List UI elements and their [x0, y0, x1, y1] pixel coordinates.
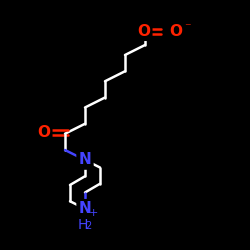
Text: O: O	[137, 24, 150, 39]
Text: O: O	[170, 24, 183, 39]
Text: +: +	[89, 208, 99, 218]
Text: H: H	[77, 218, 88, 232]
Text: N: N	[78, 152, 92, 168]
Text: N: N	[78, 201, 92, 216]
Text: 2: 2	[86, 221, 92, 231]
Text: ⁻: ⁻	[184, 21, 191, 34]
Text: O: O	[37, 125, 50, 140]
